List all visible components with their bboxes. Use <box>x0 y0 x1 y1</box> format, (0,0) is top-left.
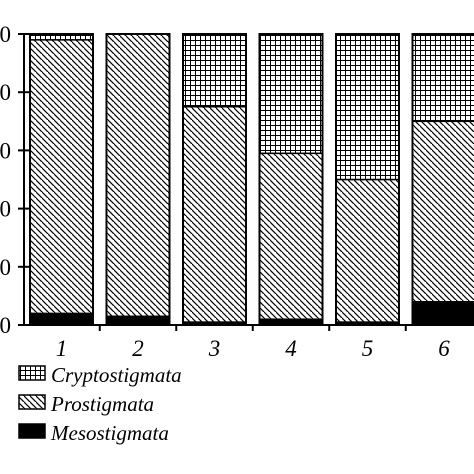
y-tick-label: 0 <box>0 313 11 338</box>
legend-swatch-prostigmata <box>18 394 46 410</box>
bar-outline-1 <box>29 33 94 326</box>
legend-label-mesostigmata: Mesostigmata <box>50 421 169 445</box>
bar-stack-2 <box>105 33 171 326</box>
bar-outline-4 <box>258 33 324 326</box>
bar-segment-prostigmata-3 <box>182 106 247 323</box>
bar-outline-2 <box>105 33 171 326</box>
bar-outline-3 <box>182 33 247 326</box>
y-axis: 0 20 40 60 80 100 <box>0 22 29 338</box>
bar-stack-1 <box>29 33 94 326</box>
bar-segment-prostigmata-1 <box>29 39 94 315</box>
y-tick-label: 40 <box>0 197 11 222</box>
x-tick-label-6: 6 <box>438 336 450 361</box>
x-tick-label-5: 5 <box>362 336 374 361</box>
x-tick-label-2: 2 <box>132 336 144 361</box>
legend-item-prostigmata: Prostigmata <box>18 392 154 416</box>
legend-item-mesostigmata: Mesostigmata <box>18 421 169 445</box>
legend: Cryptostigmata Prostigmata Mesostigmata <box>18 363 182 445</box>
bar-segment-prostigmata-2 <box>105 33 171 318</box>
bar-segment-cryptostigmata-4 <box>258 33 324 155</box>
legend-swatch-cryptostigmata <box>18 365 46 381</box>
bar-stack-3 <box>182 33 247 326</box>
bar-stack-5 <box>335 33 400 326</box>
bar-segment-mesostigmata-6 <box>411 300 474 326</box>
bar-segment-cryptostigmata-6 <box>411 33 474 123</box>
bars <box>29 33 474 326</box>
y-tick-label: 20 <box>0 255 11 280</box>
y-tick-label: 60 <box>0 138 11 163</box>
bar-segment-cryptostigmata-3 <box>182 33 247 108</box>
y-tick-label: 100 <box>0 22 11 47</box>
y-tick-label: 80 <box>0 80 11 105</box>
x-tick-label-1: 1 <box>56 336 68 361</box>
bar-segment-cryptostigmata-5 <box>335 33 400 181</box>
x-axis: 1 2 3 4 5 6 <box>56 325 450 361</box>
x-tick-label-3: 3 <box>208 336 221 361</box>
bar-segment-prostigmata-5 <box>335 178 400 323</box>
legend-item-cryptostigmata: Cryptostigmata <box>18 363 182 387</box>
bar-outline-6 <box>411 33 474 326</box>
bar-segment-prostigmata-6 <box>411 120 474 303</box>
bar-outline-5 <box>335 33 400 326</box>
x-tick-label-4: 4 <box>285 336 297 361</box>
bar-stack-4 <box>258 33 324 326</box>
bar-stack-6 <box>411 33 474 326</box>
bar-segment-mesostigmata-1 <box>29 312 94 326</box>
legend-label-prostigmata: Prostigmata <box>50 392 154 416</box>
legend-label-cryptostigmata: Cryptostigmata <box>51 363 182 387</box>
bar-segment-mesostigmata-2 <box>105 315 171 326</box>
bar-segment-prostigmata-4 <box>258 152 324 320</box>
legend-swatch-mesostigmata <box>18 423 46 439</box>
